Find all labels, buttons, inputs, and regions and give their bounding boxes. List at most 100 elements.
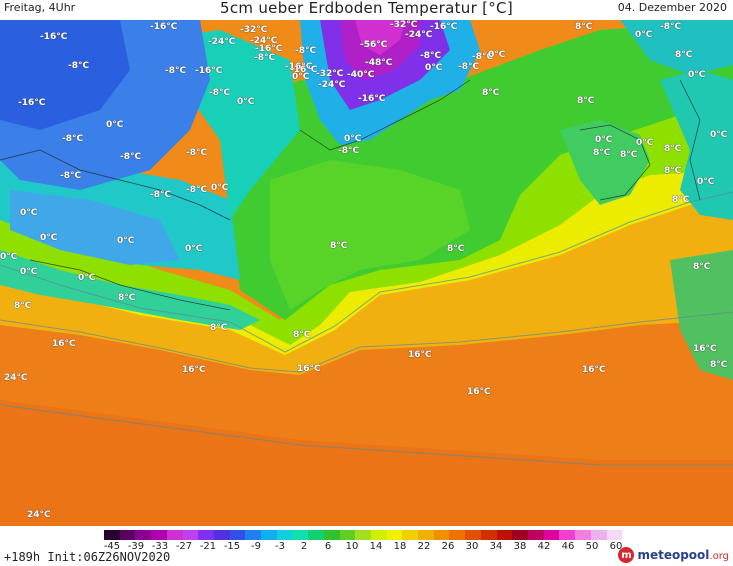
meteopool-logo-icon: m <box>618 547 635 563</box>
temperature-label: -16°C <box>195 66 223 76</box>
color-scale-swatch <box>339 530 356 540</box>
temperature-label: 0°C <box>237 97 255 107</box>
color-scale-swatch <box>386 530 403 540</box>
brand-name-text: meteopool <box>637 548 710 562</box>
color-scale-tick: -9 <box>251 541 261 552</box>
temperature-label: 16°C <box>297 364 321 374</box>
temperature-label: 8°C <box>447 244 465 254</box>
temperature-label: -16°C <box>430 22 458 32</box>
temperature-label: -24°C <box>318 80 346 90</box>
temperature-label: -8°C <box>420 51 442 61</box>
temperature-label: -8°C <box>165 66 187 76</box>
temperature-label: -24°C <box>208 37 236 47</box>
brand-name: meteopool.org <box>637 548 729 562</box>
temperature-label: 0°C <box>78 273 96 283</box>
color-scale-swatch <box>166 530 183 540</box>
temperature-label: -8°C <box>254 53 276 63</box>
color-scale-swatch <box>606 530 623 540</box>
temperature-label: 16°C <box>467 387 491 397</box>
temperature-label: -32°C <box>390 20 418 30</box>
temperature-label: -24°C <box>405 30 433 40</box>
color-scale-tick: 34 <box>489 541 503 552</box>
temperature-label: 8°C <box>620 150 638 160</box>
color-scale-swatch <box>559 530 576 540</box>
color-scale-tick: 46 <box>561 541 575 552</box>
temperature-label: 0°C <box>20 267 38 277</box>
color-scale-tick: -21 <box>199 541 217 552</box>
temperature-label: -8°C <box>295 46 317 56</box>
color-scale-tick: 6 <box>324 541 332 552</box>
temperature-label: -56°C <box>360 40 388 50</box>
temperature-label: 16°C <box>52 339 76 349</box>
temperature-label: 0°C <box>636 138 654 148</box>
color-scale-tick: 42 <box>537 541 551 552</box>
temperature-label: 0°C <box>292 72 310 82</box>
color-scale-swatch <box>276 530 293 540</box>
temperature-label: -8°C <box>338 146 360 156</box>
temperature-label: 8°C <box>693 262 711 272</box>
temperature-label: -32°C <box>316 69 344 79</box>
temperature-map: -16°C -16°C -8°C -24°C -32°C -24°C -16°C -8°C -3… <box>0 20 733 526</box>
temperature-label: -8°C <box>120 152 142 162</box>
temperature-label: -8°C <box>186 148 208 158</box>
color-scale-swatch <box>261 530 277 540</box>
temperature-label: -8°C <box>60 171 82 181</box>
temperature-label: 0°C <box>425 63 443 73</box>
temperature-label: 8°C <box>118 293 136 303</box>
temperature-label: -16°C <box>150 22 178 32</box>
color-scale-ticks: -45 -39 -33 -27 -21 -15 -9 -3 2 6 10 14 18 22 26 30 34 38… <box>104 541 624 553</box>
temperature-label: -8°C <box>660 22 682 32</box>
color-scale-swatch <box>402 530 419 540</box>
temperature-label: 8°C <box>293 330 311 340</box>
temperature-label: 16°C <box>693 344 717 354</box>
temperature-label: -24°C <box>250 36 278 46</box>
color-scale-tick: 2 <box>300 541 308 552</box>
temperature-label: -8°C <box>62 134 84 144</box>
color-scale-swatch <box>135 530 152 540</box>
temperature-label: 0°C <box>117 236 135 246</box>
color-scale-tick: 26 <box>441 541 455 552</box>
color-scale-tick: 50 <box>585 541 599 552</box>
temperature-label: 8°C <box>664 166 682 176</box>
temperature-label: -16°C <box>285 62 313 72</box>
temperature-label: -8°C <box>458 62 480 72</box>
temperature-label: 8°C <box>575 22 593 32</box>
temperature-label: -8°C <box>150 190 172 200</box>
temperature-label: 0°C <box>20 208 38 218</box>
temperature-label: 0°C <box>0 252 18 262</box>
temperature-label: 0°C <box>595 135 613 145</box>
color-scale-swatch <box>308 530 324 540</box>
forecast-day-time: Freitag, 4Uhr <box>4 1 76 14</box>
brand-tld-text: .org <box>709 551 729 562</box>
temperature-label: 8°C <box>14 301 32 311</box>
temperature-field <box>0 20 733 526</box>
color-scale-swatch <box>590 530 607 540</box>
temperature-label: 24°C <box>4 373 28 383</box>
color-scale-swatch <box>543 530 560 540</box>
temperature-label: 0°C <box>40 233 58 243</box>
color-scale-tick: 30 <box>465 541 479 552</box>
color-scale-swatch <box>355 530 371 540</box>
color-scale-swatch <box>119 530 136 540</box>
temperature-label: -8°C <box>472 52 494 62</box>
color-scale-swatch <box>370 530 387 540</box>
color-scale-tick: 60 <box>609 541 623 552</box>
temperature-label: -48°C <box>365 58 393 68</box>
temperature-label: 0°C <box>710 130 728 140</box>
temperature-label: -32°C <box>240 25 268 35</box>
color-scale-swatch <box>151 530 167 540</box>
temperature-label: 16°C <box>582 365 606 375</box>
color-scale-swatch <box>449 530 466 540</box>
temperature-label: 0°C <box>635 30 653 40</box>
color-scale-tick: 22 <box>417 541 431 552</box>
brand-logo[interactable]: m meteopool.org <box>618 547 729 563</box>
color-scale-swatch <box>433 530 450 540</box>
color-scale-tick: 38 <box>513 541 527 552</box>
color-scale-tick: -39 <box>127 541 145 552</box>
color-scale-tick: -3 <box>275 541 285 552</box>
temperature-label: -8°C <box>68 61 90 71</box>
temperature-label: 16°C <box>408 350 432 360</box>
map-footer: -45 -39 -33 -27 -21 -15 -9 -3 2 6 10 14 18 22 26 30 34 38… <box>0 526 733 566</box>
color-scale-tick: 10 <box>345 541 359 552</box>
color-scale-bar <box>104 530 623 540</box>
